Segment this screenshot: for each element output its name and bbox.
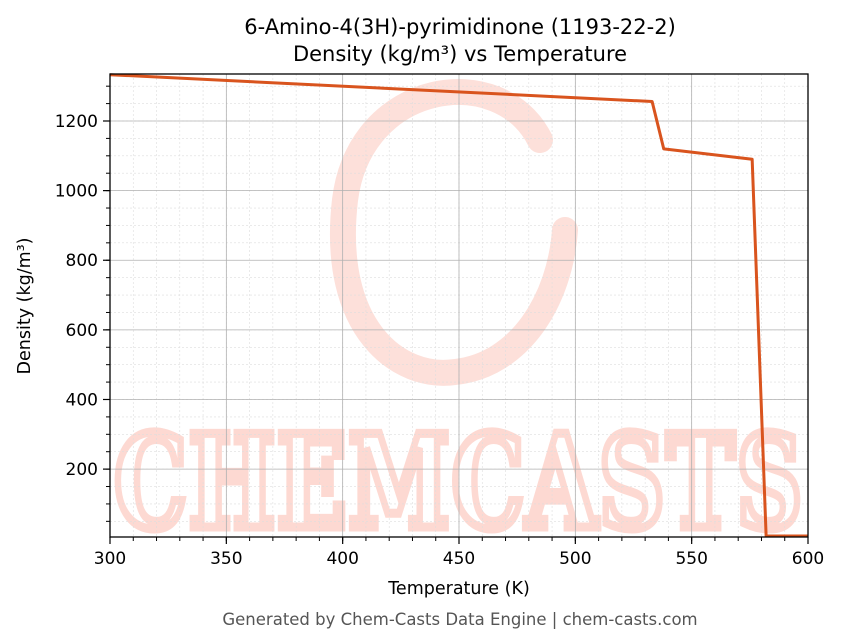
y-tick-label: 800 — [66, 251, 98, 271]
y-tick-label: 1000 — [55, 182, 98, 202]
chart-subtitle: Density (kg/m³) vs Temperature — [293, 42, 627, 66]
x-tick-label: 600 — [792, 549, 824, 569]
plot-frame — [109, 73, 809, 538]
axis-ticks — [103, 85, 809, 544]
x-tick-label: 500 — [559, 549, 591, 569]
x-tick-label: 550 — [675, 549, 707, 569]
x-tick-labels: 300 350 400 450 500 550 600 — [94, 549, 824, 569]
x-tick-label: 400 — [326, 549, 358, 569]
x-axis-label: Temperature (K) — [387, 579, 530, 599]
chart-title: 6-Amino-4(3H)-pyrimidinone (1193-22-2) — [244, 15, 676, 39]
density-series-line — [109, 73, 808, 538]
y-tick-label: 400 — [66, 390, 98, 410]
x-tick-label: 300 — [94, 549, 126, 569]
x-tick-label: 350 — [210, 549, 242, 569]
y-tick-label: 600 — [66, 321, 98, 341]
x-tick-label: 450 — [443, 549, 475, 569]
y-axis-label: Density (kg/m³) — [15, 238, 35, 375]
y-tick-labels: 200 400 600 800 1000 1200 — [55, 112, 98, 480]
y-tick-label: 200 — [66, 460, 98, 480]
y-tick-label: 1200 — [55, 112, 98, 132]
watermark-logo-icon — [330, 79, 578, 386]
footer-credit: Generated by Chem-Casts Data Engine | ch… — [222, 610, 697, 629]
